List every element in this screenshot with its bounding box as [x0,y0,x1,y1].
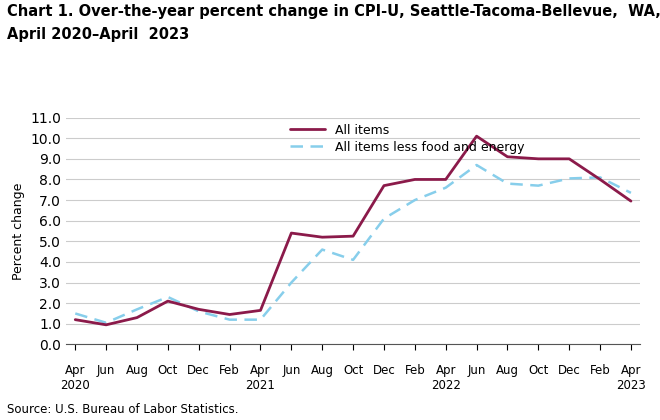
All items less food and energy [504,181,512,186]
All items less food and energy [565,176,573,181]
Text: Feb: Feb [219,364,240,377]
Text: Oct: Oct [158,364,178,377]
All items [442,177,449,182]
All items [133,315,141,320]
All items less food and energy [473,163,480,168]
All items less food and energy [535,183,543,188]
All items [257,308,265,313]
Text: Apr: Apr [436,364,456,377]
Text: Jun: Jun [97,364,116,377]
Text: Dec: Dec [373,364,395,377]
All items [102,322,110,327]
Text: Oct: Oct [343,364,363,377]
All items less food and energy [226,317,234,322]
Text: Chart 1. Over-the-year percent change in CPI-U, Seattle-Tacoma-Bellevue,  WA,: Chart 1. Over-the-year percent change in… [7,4,660,19]
Text: 2020: 2020 [60,379,90,392]
All items [164,299,172,304]
All items [318,235,326,240]
All items [71,317,79,322]
All items less food and energy [349,257,357,262]
Text: Source: U.S. Bureau of Labor Statistics.: Source: U.S. Bureau of Labor Statistics. [7,403,238,416]
Text: Aug: Aug [311,364,334,377]
All items [411,177,419,182]
All items less food and energy [102,320,110,325]
All items less food and energy [257,317,265,322]
Text: Dec: Dec [558,364,581,377]
All items [627,199,635,204]
All items [504,154,512,159]
All items less food and energy [287,280,295,285]
Text: 2021: 2021 [246,379,275,392]
All items [535,156,543,161]
All items [287,231,295,236]
All items less food and energy [164,294,172,299]
All items less food and energy [318,247,326,252]
All items [380,183,388,188]
Line: All items less food and energy: All items less food and energy [75,165,631,323]
All items [349,234,357,239]
All items less food and energy [195,309,203,314]
All items [473,134,480,139]
All items [226,312,234,317]
All items less food and energy [71,311,79,316]
All items less food and energy [596,175,604,180]
Text: Oct: Oct [528,364,548,377]
Text: Apr: Apr [65,364,86,377]
Text: Feb: Feb [405,364,425,377]
Text: Jun: Jun [467,364,486,377]
Text: April 2020–April  2023: April 2020–April 2023 [7,27,189,42]
Text: Jun: Jun [282,364,300,377]
Text: Feb: Feb [589,364,610,377]
Legend: All items, All items less food and energy: All items, All items less food and energ… [290,124,525,154]
Text: Apr: Apr [620,364,641,377]
Text: Aug: Aug [125,364,148,377]
All items less food and energy [411,197,419,202]
All items less food and energy [380,216,388,221]
Text: 2023: 2023 [616,379,646,392]
Text: 2022: 2022 [431,379,461,392]
All items less food and energy [133,307,141,312]
Text: Dec: Dec [187,364,210,377]
All items less food and energy [627,190,635,195]
All items [596,177,604,182]
Text: Aug: Aug [496,364,519,377]
All items [195,307,203,312]
All items [565,156,573,161]
Line: All items: All items [75,136,631,325]
Y-axis label: Percent change: Percent change [12,182,24,280]
Text: Apr: Apr [250,364,271,377]
All items less food and energy [442,185,449,190]
